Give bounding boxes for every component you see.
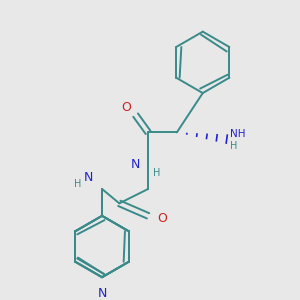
- Text: H: H: [230, 141, 237, 151]
- Text: N: N: [98, 287, 107, 300]
- Text: H: H: [74, 179, 81, 189]
- Text: H: H: [153, 168, 160, 178]
- Text: O: O: [158, 212, 167, 225]
- Text: N: N: [84, 171, 93, 184]
- Text: N: N: [131, 158, 140, 172]
- Text: O: O: [121, 101, 131, 114]
- Text: NH: NH: [230, 129, 245, 139]
